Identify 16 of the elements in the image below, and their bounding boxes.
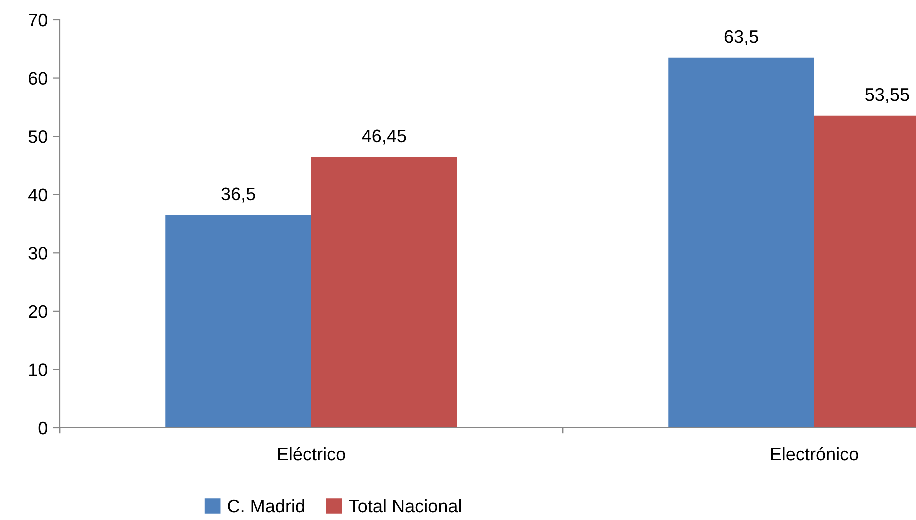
x-tick-label: Eléctrico [278,447,346,461]
legend-label: C. Madrid [228,499,304,513]
y-tick-label: 0 [38,422,48,435]
data-label: 46,45 [362,130,406,145]
legend-label: Total Nacional [349,499,462,513]
x-tick-label: Electrónico [771,447,858,461]
y-tick-label: 10 [29,364,48,376]
data-label: 63,5 [724,30,758,46]
y-tick-label: 20 [29,305,48,318]
y-tick-label: 70 [29,14,48,27]
y-tick-label: 40 [28,188,48,202]
data-label: 36,5 [222,188,256,203]
data-label: 53,55 [866,88,910,104]
y-tick-label: 50 [28,130,48,144]
y-tick-label: 30 [28,247,48,260]
y-tick-label: 60 [29,72,48,86]
